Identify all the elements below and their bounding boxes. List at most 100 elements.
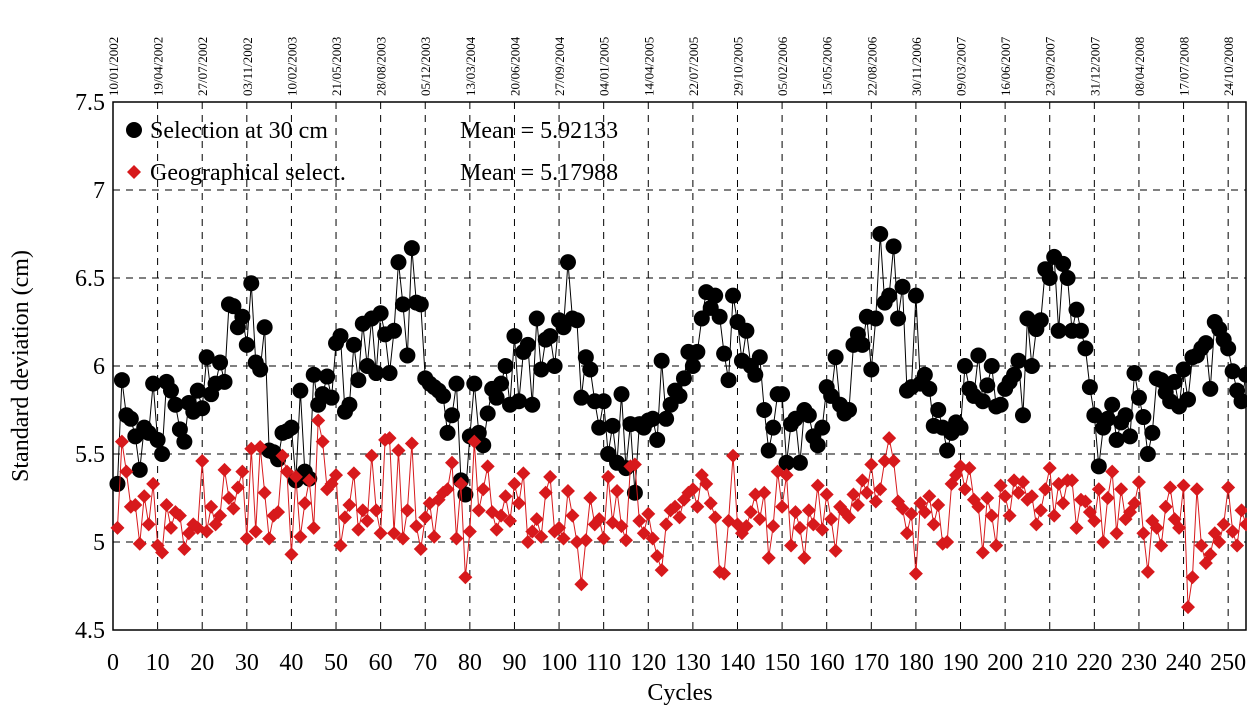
- point: [128, 498, 143, 513]
- point: [556, 531, 571, 546]
- point: [827, 349, 844, 366]
- point: [427, 529, 442, 544]
- point: [1014, 407, 1031, 424]
- point: [311, 413, 326, 428]
- point: [717, 566, 732, 581]
- point: [645, 531, 660, 546]
- point: [1225, 524, 1240, 539]
- x-tick-label: 200: [987, 650, 1023, 676]
- top-date-label: 20/06/2004: [507, 36, 522, 96]
- point: [983, 358, 1000, 374]
- top-date-label: 05/12/2003: [418, 37, 433, 96]
- point: [1221, 480, 1236, 495]
- point: [244, 441, 259, 456]
- point: [122, 410, 139, 427]
- point: [510, 393, 527, 410]
- point: [257, 485, 272, 500]
- point: [685, 482, 700, 497]
- y-tick-label: 5.5: [75, 442, 105, 468]
- point: [671, 387, 688, 404]
- point: [872, 226, 889, 242]
- point: [907, 287, 924, 304]
- point: [604, 417, 621, 434]
- point: [1091, 482, 1106, 497]
- point: [493, 375, 510, 392]
- point: [528, 310, 545, 327]
- legend-marker: [127, 165, 141, 179]
- point: [471, 503, 486, 518]
- point: [1024, 489, 1039, 504]
- point: [284, 547, 299, 562]
- point: [162, 382, 179, 399]
- point: [1220, 340, 1237, 357]
- point: [319, 368, 336, 385]
- point: [480, 459, 495, 474]
- point: [329, 468, 344, 483]
- point: [110, 520, 125, 535]
- point: [916, 366, 933, 383]
- point: [418, 510, 433, 525]
- point: [489, 522, 504, 537]
- point: [703, 496, 718, 511]
- y-axis-label: Standard deviation (cm): [8, 250, 34, 482]
- point: [1234, 503, 1247, 518]
- point: [279, 464, 294, 479]
- point: [894, 278, 911, 295]
- point: [315, 434, 330, 449]
- point: [435, 387, 452, 404]
- point: [854, 336, 871, 353]
- top-date-label: 10/02/2003: [284, 37, 299, 96]
- point: [1042, 461, 1057, 476]
- y-tick-label: 7: [93, 178, 105, 204]
- point: [886, 454, 901, 469]
- point: [387, 526, 402, 541]
- point: [863, 361, 880, 378]
- point: [440, 482, 455, 497]
- top-date-label: 08/04/2008: [1132, 37, 1147, 96]
- legend-label: Geographical select.: [150, 160, 346, 186]
- point: [1189, 482, 1204, 497]
- point: [1153, 372, 1170, 389]
- point: [583, 491, 598, 505]
- top-date-label: 21/05/2003: [329, 37, 344, 96]
- point: [345, 336, 362, 353]
- point: [373, 526, 388, 541]
- point: [1135, 409, 1152, 426]
- point: [404, 436, 419, 451]
- point: [1108, 431, 1125, 448]
- point: [693, 310, 710, 327]
- point: [400, 503, 415, 518]
- point: [1086, 407, 1103, 424]
- point: [293, 529, 308, 544]
- point: [791, 454, 808, 471]
- x-tick-label: 40: [279, 650, 303, 676]
- point: [815, 522, 830, 537]
- point: [636, 526, 651, 541]
- point: [1117, 407, 1134, 424]
- x-tick-label: 220: [1076, 650, 1112, 676]
- point: [159, 498, 174, 513]
- top-date-label: 14/04/2005: [641, 37, 656, 96]
- point: [908, 566, 923, 581]
- point: [760, 442, 777, 459]
- y-tick-label: 7.5: [75, 90, 105, 116]
- point: [801, 503, 816, 518]
- point: [177, 542, 192, 557]
- point: [131, 461, 148, 478]
- point: [476, 482, 491, 497]
- x-tick-label: 140: [719, 650, 755, 676]
- point: [342, 498, 357, 513]
- point: [971, 499, 986, 514]
- point: [239, 531, 254, 546]
- point: [828, 543, 843, 558]
- point: [653, 352, 670, 369]
- point: [368, 365, 385, 382]
- point: [119, 464, 134, 479]
- point: [444, 407, 461, 424]
- point: [1127, 496, 1142, 511]
- point: [238, 336, 255, 353]
- point: [516, 466, 531, 481]
- point: [1224, 363, 1241, 380]
- point: [346, 466, 361, 481]
